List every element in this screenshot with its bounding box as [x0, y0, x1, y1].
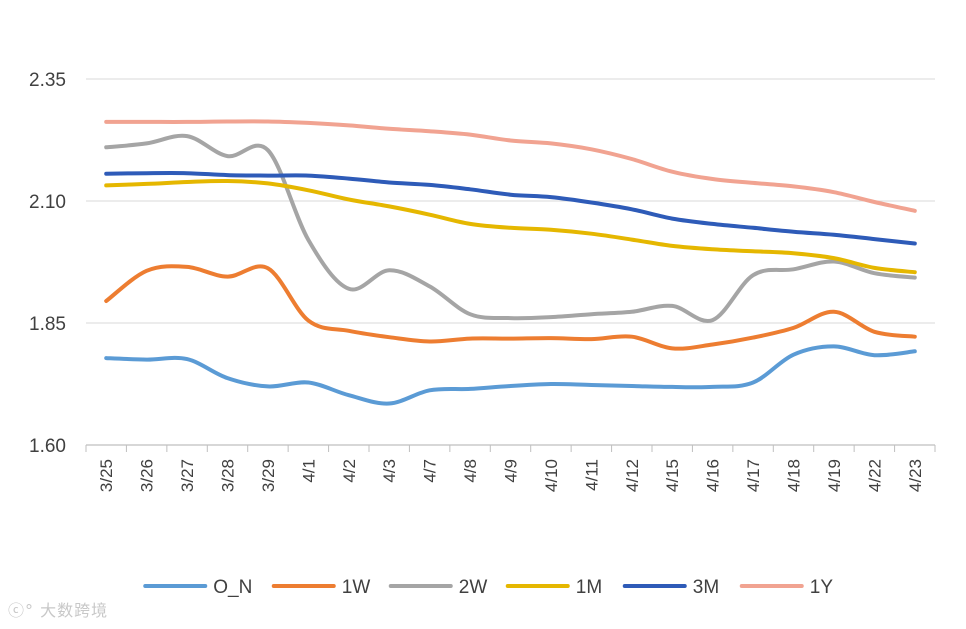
x-tick-label: 4/15: [663, 459, 682, 492]
legend-label: 1M: [576, 577, 602, 598]
x-tick-label: 4/22: [865, 459, 884, 492]
watermark-logo: ⓒ° 大数跨境: [8, 597, 108, 621]
watermark-text: 大数跨境: [40, 601, 109, 620]
x-tick-label: 4/16: [704, 459, 723, 492]
x-tick-label: 4/11: [582, 459, 601, 491]
x-tick-label: 4/8: [461, 459, 480, 483]
x-tick-label: 3/25: [97, 459, 116, 492]
watermark-icon: ⓒ°: [8, 601, 41, 620]
x-tick-label: 4/9: [502, 459, 521, 483]
series-line-1y: [104, 119, 917, 213]
legend-label: O_N: [213, 577, 252, 598]
x-tick-label: 4/10: [542, 459, 561, 492]
series-line-1m: [104, 178, 917, 275]
x-tick-label: 3/28: [219, 459, 238, 492]
x-tick-label: 4/12: [623, 459, 642, 492]
x-tick-label: 4/3: [380, 459, 399, 483]
y-axis-ticks: 2.35 2.10 1.85 1.60: [29, 70, 66, 457]
series-lines: [104, 119, 917, 406]
y-tick-label: 2.35: [29, 70, 66, 91]
x-tick-label: 4/18: [785, 459, 804, 492]
y-tick-label: 1.85: [29, 314, 66, 335]
x-tick-label: 4/7: [421, 459, 440, 483]
legend-label: 1Y: [810, 577, 834, 598]
series-line-2w: [104, 133, 917, 323]
x-tick-label: 3/27: [178, 459, 197, 492]
series-line-o-n: [104, 344, 917, 406]
series-line-3m: [104, 171, 917, 246]
x-tick-label: 3/29: [259, 459, 278, 492]
x-tick-label: 4/2: [340, 459, 359, 483]
legend-label: 3M: [693, 577, 719, 598]
x-tick-label: 4/1: [299, 459, 318, 483]
legend-label: 1W: [342, 577, 371, 598]
x-tick-label: 4/23: [906, 459, 925, 492]
x-tick-label: 4/19: [825, 459, 844, 492]
y-tick-label: 1.60: [29, 436, 66, 457]
legend: O_N 1W 2W 1M 3M 1Y: [143, 577, 834, 598]
y-tick-label: 2.10: [29, 192, 66, 213]
legend-label: 2W: [459, 577, 488, 598]
x-tick-label: 3/26: [138, 459, 157, 492]
grid-lines: [86, 78, 935, 446]
series-line-1w: [104, 264, 917, 351]
x-tick-label: 4/17: [744, 459, 763, 492]
x-axis-ticks: 3/25 3/26 3/27 3/28 3/29 4/1 4/2 4/3 4/7 4/8 4/9 4/…: [85, 445, 936, 492]
